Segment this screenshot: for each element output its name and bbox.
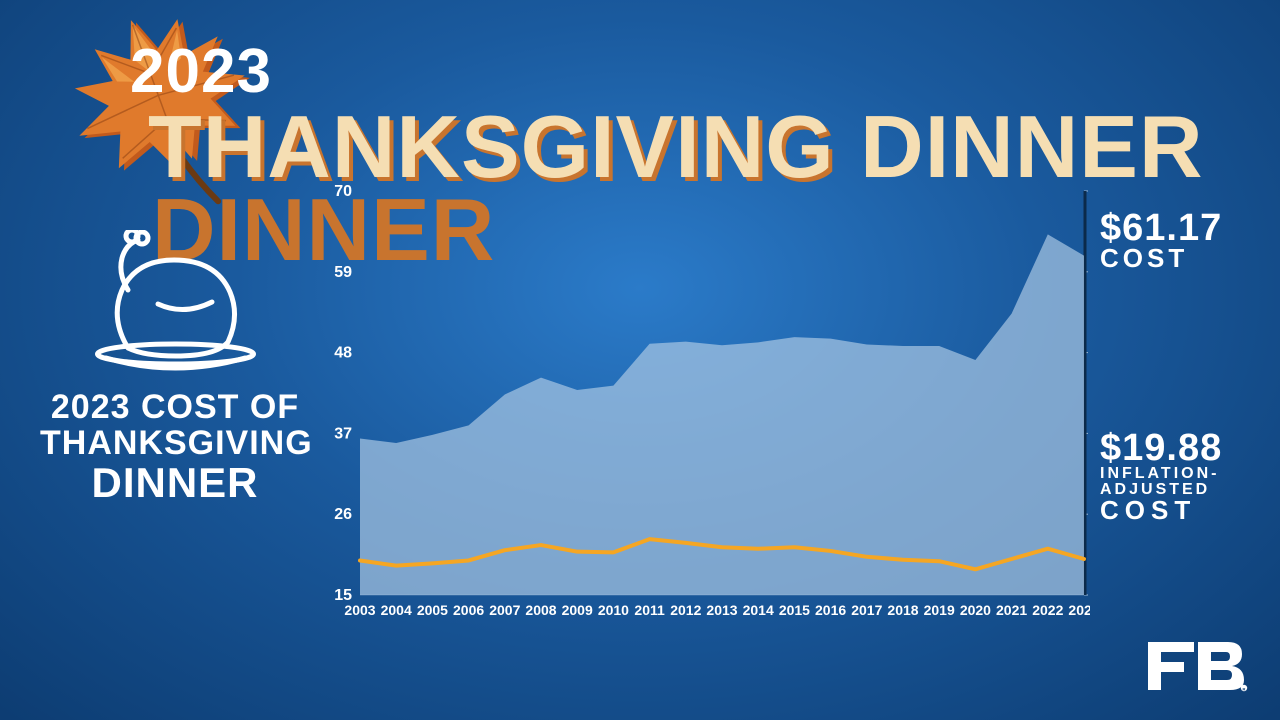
svg-text:59: 59 — [334, 264, 352, 281]
subtitle-line2: THANKSGIVING — [40, 426, 310, 462]
svg-text:2015: 2015 — [779, 602, 810, 618]
svg-text:2011: 2011 — [634, 602, 665, 618]
svg-text:2014: 2014 — [743, 602, 774, 618]
fb-logo-icon: R — [1140, 630, 1250, 700]
svg-text:48: 48 — [334, 345, 352, 362]
callout-infl-label1: INFLATION- — [1100, 466, 1222, 482]
svg-text:2009: 2009 — [562, 602, 593, 618]
svg-text:26: 26 — [334, 506, 352, 523]
svg-text:R: R — [1243, 687, 1246, 692]
header: 2023 THANKSGIVING DINNER THANKSGIVING DI… — [130, 32, 1260, 186]
turkey-icon — [88, 230, 263, 380]
left-panel: 2023 COST OF THANKSGIVING DINNER — [40, 230, 310, 505]
callout-inflation: $19.88 INFLATION- ADJUSTED COST — [1100, 430, 1222, 523]
svg-text:2019: 2019 — [924, 602, 955, 618]
svg-text:2005: 2005 — [417, 602, 448, 618]
svg-text:2008: 2008 — [525, 602, 556, 618]
subtitle-line3: DINNER — [40, 461, 310, 505]
svg-text:2023: 2023 — [1068, 602, 1090, 618]
svg-text:2018: 2018 — [887, 602, 918, 618]
callout-cost-label: COST — [1100, 246, 1222, 271]
svg-text:37: 37 — [334, 425, 352, 442]
svg-text:2003: 2003 — [344, 602, 375, 618]
svg-text:2021: 2021 — [996, 602, 1027, 618]
callout-infl-value: $19.88 — [1100, 430, 1222, 466]
svg-text:2022: 2022 — [1032, 602, 1063, 618]
svg-text:2004: 2004 — [381, 602, 412, 618]
subtitle-line1: 2023 COST OF — [40, 390, 310, 426]
svg-text:2007: 2007 — [489, 602, 520, 618]
page-title: THANKSGIVING DINNER THANKSGIVING DINNER — [148, 107, 1204, 186]
callout-cost: $61.17 COST — [1100, 210, 1222, 271]
svg-text:2017: 2017 — [851, 602, 882, 618]
svg-text:2010: 2010 — [598, 602, 629, 618]
callout-cost-value: $61.17 — [1100, 210, 1222, 246]
svg-text:2006: 2006 — [453, 602, 484, 618]
subtitle: 2023 COST OF THANKSGIVING DINNER — [40, 390, 310, 505]
svg-text:2016: 2016 — [815, 602, 846, 618]
callout-infl-label3: COST — [1100, 498, 1222, 523]
svg-text:2013: 2013 — [706, 602, 737, 618]
cost-chart: 1526374859702003200420052006200720082009… — [320, 185, 1090, 625]
svg-text:2020: 2020 — [960, 602, 991, 618]
svg-text:2012: 2012 — [670, 602, 701, 618]
